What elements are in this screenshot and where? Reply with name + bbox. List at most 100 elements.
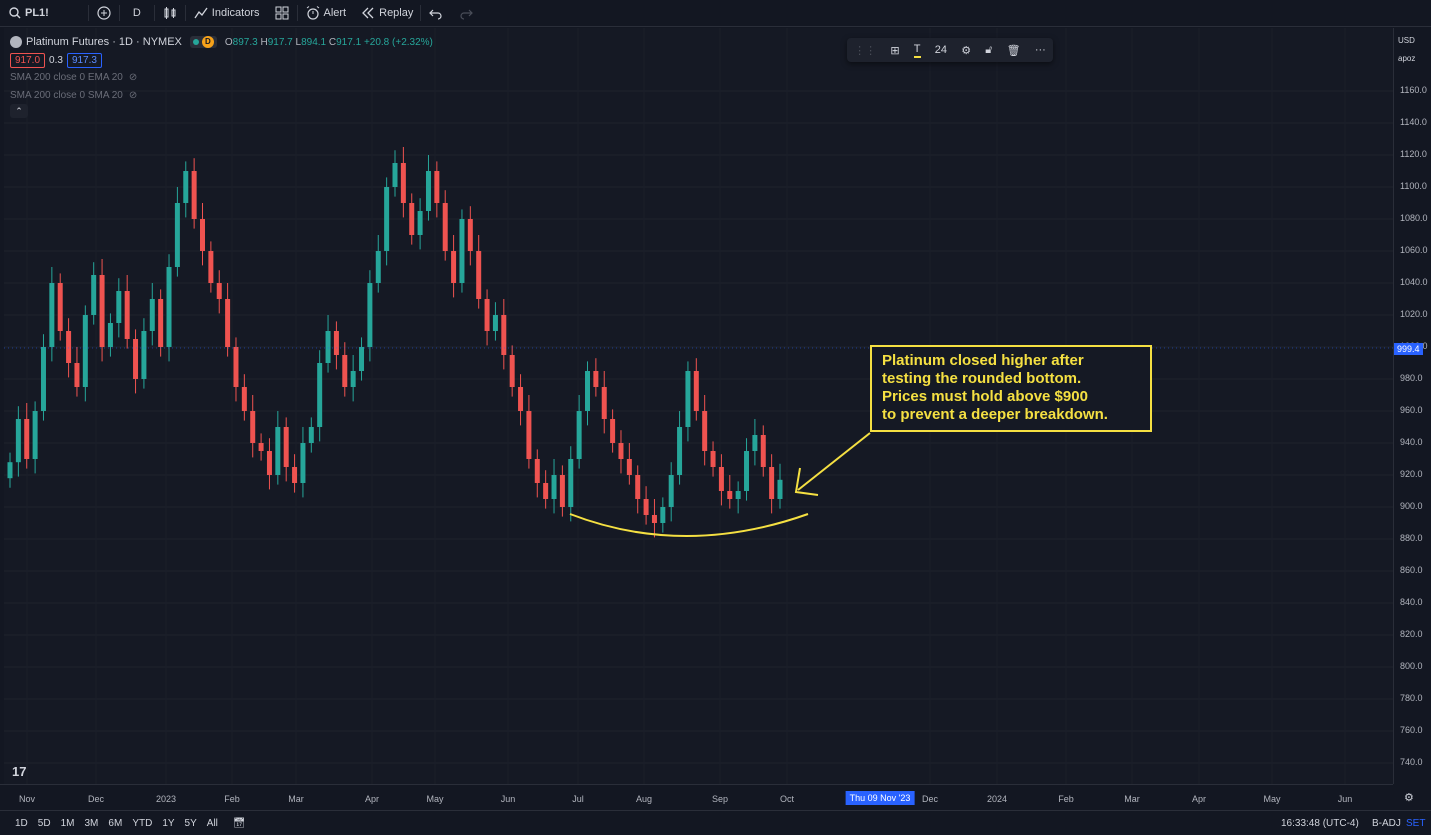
candle-body — [300, 443, 306, 483]
collapse-legend-button[interactable]: ⌃ — [10, 104, 28, 118]
ask-price[interactable]: 917.3 — [66, 52, 102, 68]
indicator-label: SMA 200 close 0 EMA 20 — [10, 71, 123, 83]
range-button-1y[interactable]: 1Y — [162, 817, 175, 829]
drag-handle-icon[interactable]: ⋮⋮ — [854, 44, 877, 57]
currency-button[interactable]: USD — [1398, 36, 1415, 45]
replay-button[interactable]: Replay — [353, 0, 420, 26]
divider — [420, 5, 422, 21]
symbol-search[interactable]: PL1! — [0, 0, 56, 26]
range-button-5y[interactable]: 5Y — [184, 817, 197, 829]
eye-hidden-icon[interactable]: ⊘ — [128, 71, 138, 83]
date-range-icon[interactable]: 📅︎ — [232, 817, 246, 829]
indicators-button[interactable]: Indicators — [186, 0, 267, 26]
scale-mode-button[interactable]: apoz — [1398, 54, 1416, 63]
candle-body — [718, 467, 724, 491]
chart-pane[interactable] — [4, 28, 1393, 784]
price-tick-label: 760.0 — [1400, 725, 1423, 735]
undo-button[interactable] — [421, 0, 451, 26]
range-button-all[interactable]: All — [206, 817, 218, 829]
redo-button[interactable] — [451, 0, 481, 26]
interval-button[interactable]: D — [120, 0, 154, 26]
text-color-button[interactable]: T — [913, 42, 921, 58]
annotation-callout[interactable]: Platinum closed higher after testing the… — [870, 345, 1152, 432]
drawing-toolbar: ⋮⋮ ⊞ T 24 ⚙ 🔓︎ 🗑︎ ··· — [847, 38, 1053, 62]
price-tick-label: 1020.0 — [1400, 309, 1428, 319]
candle-body — [241, 387, 247, 411]
candle-body — [467, 219, 473, 251]
adjust-button[interactable]: B-ADJ — [1372, 817, 1401, 829]
layouts-button[interactable] — [267, 0, 297, 26]
candle-body — [660, 507, 666, 523]
legend-title[interactable]: Platinum Futures · 1D · NYMEX — [26, 36, 182, 48]
lock-icon[interactable]: 🔓︎ — [985, 43, 993, 56]
candle-body — [133, 339, 139, 379]
replay-label: Replay — [379, 7, 414, 19]
candle-body — [735, 491, 741, 499]
indicator-row-1[interactable]: SMA 200 close 0 EMA 20 ⊘ — [10, 68, 433, 86]
market-status-pill[interactable]: D — [189, 36, 217, 48]
candle-body — [15, 419, 21, 463]
range-button-3m[interactable]: 3M — [84, 817, 99, 829]
bottom-toolbar: 1D 5D 1M 3M 6M YTD 1Y 5Y All 📅︎ 16:33:48 (UTC-4)… — [0, 810, 1431, 835]
compare-button[interactable] — [89, 0, 119, 26]
ohlc-values: O897.3 H917.7 L894.1 C917.1 +20.8 (+2.32… — [224, 36, 433, 48]
time-axis[interactable]: Nov Dec 2023 Feb Mar Apr May Jun Jul Aug Sep Oct Dec… — [0, 784, 1414, 811]
candle-body — [635, 475, 641, 499]
grid-icon — [274, 5, 290, 21]
candle-body — [350, 371, 356, 387]
candle-body — [82, 315, 88, 387]
spread-value: 0.3 — [49, 54, 63, 66]
candle-body — [66, 331, 72, 363]
time-tick-label: 2024 — [986, 794, 1008, 804]
annotation-line: testing the rounded bottom. — [882, 370, 1082, 387]
alert-button[interactable]: Alert — [298, 0, 354, 26]
time-tick-label: May — [426, 794, 444, 804]
candle-body — [24, 419, 30, 459]
candle-body — [534, 459, 540, 483]
candle-body — [317, 363, 323, 427]
candle-body — [283, 427, 289, 467]
more-icon[interactable]: ··· — [1034, 44, 1046, 56]
font-size-button[interactable]: 24 — [934, 44, 947, 56]
price-tick-label: 1080.0 — [1400, 213, 1428, 223]
indicator-label: SMA 200 close 0 SMA 20 — [10, 89, 123, 101]
annotation-line: Platinum closed higher after — [882, 352, 1084, 369]
candle-body — [568, 459, 574, 507]
bid-price[interactable]: 917.0 — [10, 52, 46, 68]
candle-body — [57, 283, 63, 331]
candle-body — [585, 371, 590, 411]
status-dot-icon — [192, 39, 199, 45]
clock-label[interactable]: 16:33:48 (UTC-4) — [1281, 817, 1359, 829]
eye-hidden-icon[interactable]: ⊘ — [128, 89, 138, 101]
indicator-row-2[interactable]: SMA 200 close 0 SMA 20 ⊘ — [10, 86, 433, 104]
annotation-arrow — [797, 432, 871, 491]
candle-body — [141, 331, 147, 379]
tradingview-logo[interactable]: 17 — [12, 764, 27, 779]
settings-gear-icon[interactable]: ⚙ — [961, 44, 972, 57]
candle-body — [610, 419, 616, 443]
chart-type-button[interactable] — [155, 0, 185, 26]
annotation-line: Prices must hold above $900 — [882, 388, 1088, 405]
candle-body — [250, 411, 256, 443]
range-button-1d[interactable]: 1D — [15, 817, 28, 829]
price-tick-label: 1160.0 — [1400, 85, 1427, 95]
range-button-ytd[interactable]: YTD — [132, 817, 153, 829]
candle-body — [116, 291, 122, 323]
settings-gear-icon[interactable]: ⚙ — [1404, 792, 1414, 804]
annotation-line: to prevent a deeper breakdown. — [882, 406, 1108, 423]
candlestick-chart — [4, 28, 1393, 784]
divider — [118, 5, 120, 21]
session-button[interactable]: SET — [1406, 817, 1426, 829]
divider — [87, 5, 89, 21]
price-axis[interactable]: USD apoz 740.0 760.0 780.0 800.0 820.0 840.0 8… — [1393, 28, 1431, 784]
candle-body — [124, 291, 130, 339]
template-icon[interactable]: ⊞ — [890, 44, 900, 57]
candle-body — [727, 491, 733, 499]
range-button-5d[interactable]: 5D — [37, 817, 51, 829]
crosshair-time-label: Thu 09 Nov '23 — [845, 791, 915, 805]
range-button-1m[interactable]: 1M — [60, 817, 75, 829]
trash-icon[interactable]: 🗑︎ — [1006, 44, 1021, 57]
price-tick-label: 1140.0 — [1400, 117, 1427, 127]
candle-body — [476, 251, 482, 299]
range-button-6m[interactable]: 6M — [108, 817, 123, 829]
